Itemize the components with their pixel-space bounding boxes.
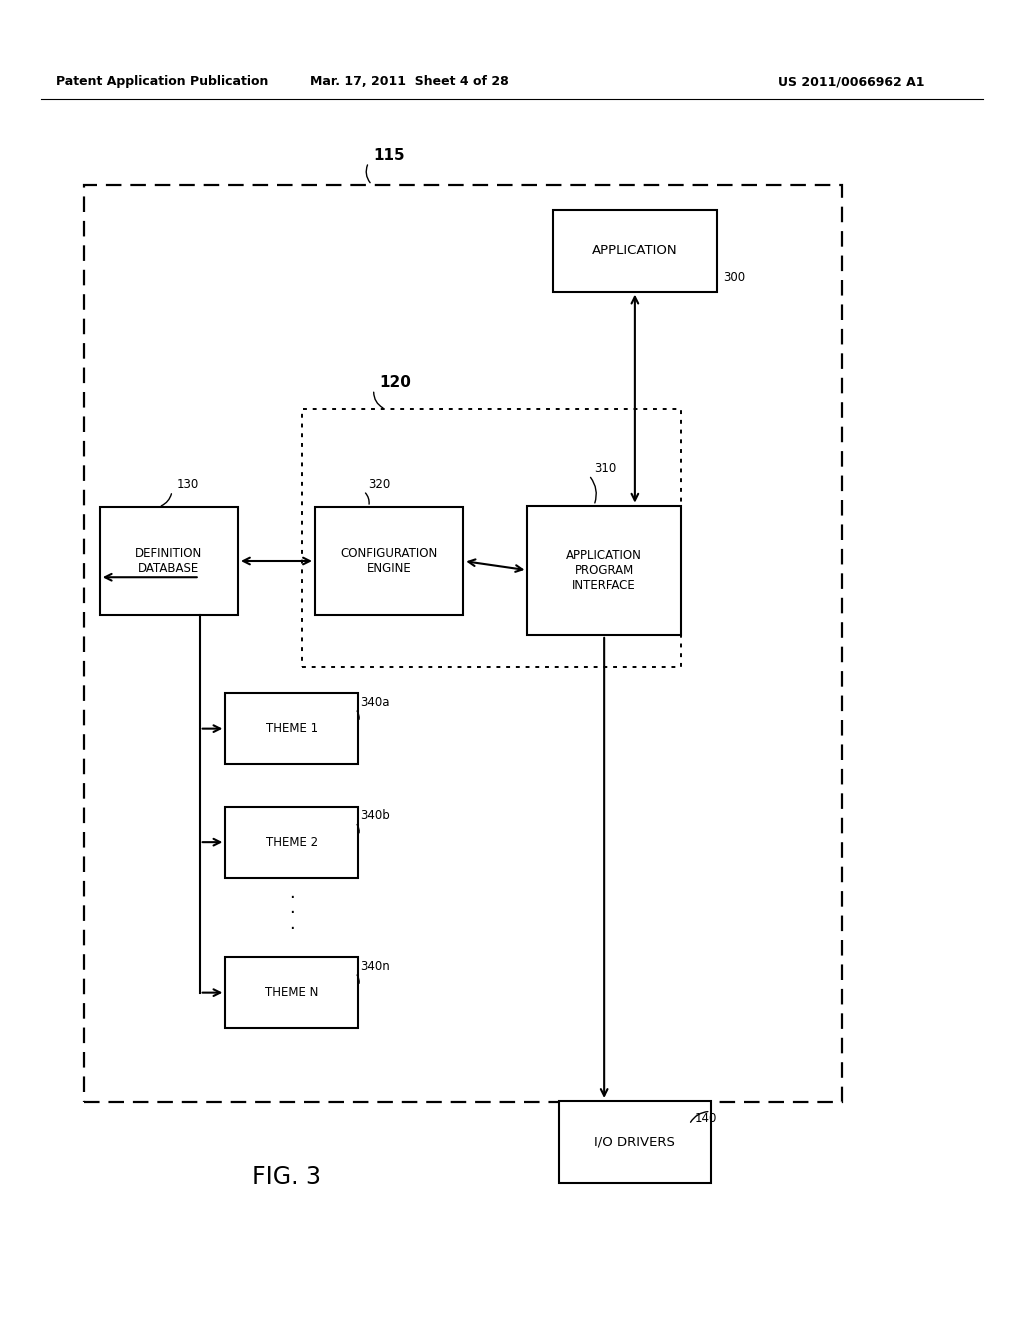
Text: 130: 130 bbox=[177, 478, 200, 491]
Text: 300: 300 bbox=[723, 271, 745, 284]
Bar bbox=[302, 409, 681, 667]
Text: CONFIGURATION
ENGINE: CONFIGURATION ENGINE bbox=[341, 546, 437, 576]
Bar bbox=[225, 693, 358, 764]
Text: THEME 2: THEME 2 bbox=[266, 836, 317, 849]
Text: DEFINITION
DATABASE: DEFINITION DATABASE bbox=[135, 546, 203, 576]
Bar bbox=[84, 185, 842, 1102]
Text: ·
·
·: · · · bbox=[289, 890, 295, 937]
Text: 140: 140 bbox=[694, 1111, 717, 1125]
Bar bbox=[100, 507, 238, 615]
Text: THEME 1: THEME 1 bbox=[266, 722, 317, 735]
Text: 340a: 340a bbox=[360, 696, 390, 709]
Text: Patent Application Publication: Patent Application Publication bbox=[56, 75, 268, 88]
Text: Mar. 17, 2011  Sheet 4 of 28: Mar. 17, 2011 Sheet 4 of 28 bbox=[310, 75, 509, 88]
Bar bbox=[527, 506, 681, 635]
Text: APPLICATION
PROGRAM
INTERFACE: APPLICATION PROGRAM INTERFACE bbox=[566, 549, 642, 591]
Text: 320: 320 bbox=[369, 478, 391, 491]
Text: US 2011/0066962 A1: US 2011/0066962 A1 bbox=[778, 75, 925, 88]
Text: 310: 310 bbox=[594, 462, 616, 475]
Text: 340b: 340b bbox=[360, 809, 390, 822]
Text: 340n: 340n bbox=[360, 960, 390, 973]
Bar bbox=[225, 957, 358, 1028]
Text: 115: 115 bbox=[374, 148, 406, 164]
Bar bbox=[315, 507, 463, 615]
Text: 120: 120 bbox=[379, 375, 411, 391]
Bar bbox=[225, 807, 358, 878]
Bar bbox=[559, 1101, 711, 1183]
Text: I/O DRIVERS: I/O DRIVERS bbox=[595, 1135, 675, 1148]
Text: THEME N: THEME N bbox=[265, 986, 318, 999]
Bar bbox=[553, 210, 717, 292]
Text: FIG. 3: FIG. 3 bbox=[252, 1166, 322, 1189]
Text: APPLICATION: APPLICATION bbox=[592, 244, 678, 257]
